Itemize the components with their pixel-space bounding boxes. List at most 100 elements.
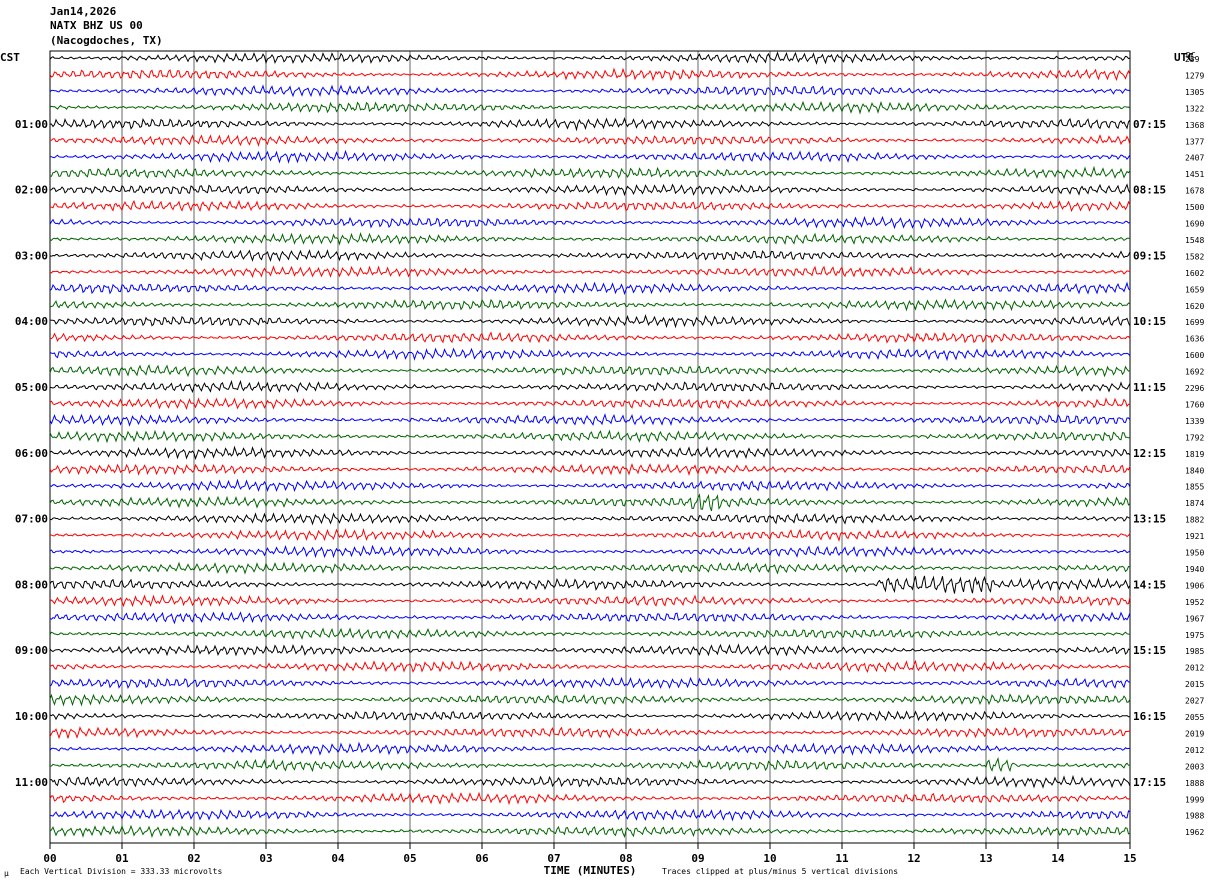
trace-line xyxy=(49,824,1131,839)
x-tick-label: 02 xyxy=(187,852,200,865)
right-timezone-label: UTC xyxy=(1174,51,1194,64)
x-tick-label: 15 xyxy=(1123,852,1136,865)
dc-offset-label: 1985 xyxy=(1185,647,1204,656)
dc-offset-label: 1548 xyxy=(1185,236,1204,245)
trace-line xyxy=(49,165,1131,180)
trace-line xyxy=(49,51,1131,65)
trace-line xyxy=(49,726,1131,740)
dc-offset-label: 1600 xyxy=(1185,351,1204,360)
plot-frame xyxy=(49,50,1131,844)
x-tick-label: 00 xyxy=(43,852,56,865)
dc-offset-label: 2015 xyxy=(1185,680,1204,689)
corner-mark: μ xyxy=(4,869,9,878)
station-code: NATX BHZ US 00 xyxy=(50,19,143,32)
dc-offset-label: 1279 xyxy=(1185,71,1204,80)
trace-line xyxy=(49,561,1131,575)
right-hour-label: 15:15 xyxy=(1133,644,1166,657)
dc-offset-label: 1940 xyxy=(1185,565,1204,574)
clip-note: Traces clipped at plus/minus 5 vertical … xyxy=(662,867,899,876)
trace-line xyxy=(49,331,1131,344)
right-hour-label: 09:15 xyxy=(1133,249,1166,262)
trace-line xyxy=(49,100,1131,115)
trace-line xyxy=(49,659,1131,674)
right-hour-label: 16:15 xyxy=(1133,710,1166,723)
x-tick-label: 11 xyxy=(835,852,849,865)
trace-line xyxy=(50,149,1131,164)
dc-offset-label: 1659 xyxy=(1185,285,1204,294)
right-hour-label: 08:15 xyxy=(1133,184,1166,197)
trace-line xyxy=(49,627,1131,640)
dc-offset-label: 1967 xyxy=(1185,614,1204,623)
trace-line xyxy=(49,462,1131,476)
dc-offset-label: 1699 xyxy=(1185,318,1204,327)
scale-note: Each Vertical Division = 333.33 microvol… xyxy=(20,867,223,876)
dc-offset-label: 1305 xyxy=(1185,88,1204,97)
x-tick-label: 03 xyxy=(259,852,272,865)
trace-line xyxy=(49,413,1131,427)
left-timezone-label: CST xyxy=(0,51,20,64)
trace-line xyxy=(49,183,1131,197)
dc-offset-label: 1819 xyxy=(1185,450,1204,459)
dc-offset-label: 1906 xyxy=(1185,581,1204,590)
trace-line xyxy=(49,808,1131,822)
x-tick-label: 12 xyxy=(907,852,920,865)
trace-line xyxy=(49,791,1131,806)
trace-line xyxy=(49,478,1131,493)
trace-line xyxy=(49,347,1131,362)
dc-offset-label: 1840 xyxy=(1185,466,1204,475)
trace-line xyxy=(49,493,1131,512)
dc-offset-label: 2055 xyxy=(1185,713,1204,722)
trace-line xyxy=(49,575,1131,594)
trace-line xyxy=(50,133,1131,147)
trace-line xyxy=(49,379,1131,394)
dc-offset-label: 1636 xyxy=(1185,335,1204,344)
trace-line xyxy=(49,199,1131,213)
trace-line xyxy=(49,265,1130,278)
dc-offset-label: 1952 xyxy=(1185,598,1204,607)
trace-line xyxy=(49,756,1131,773)
trace-line xyxy=(49,249,1131,262)
trace-line xyxy=(49,741,1131,756)
trace-line xyxy=(49,594,1131,608)
dc-offset-label: 1999 xyxy=(1185,795,1204,804)
dc-offset-label: 1602 xyxy=(1185,269,1204,278)
dc-offset-label: 1582 xyxy=(1185,252,1204,261)
x-tick-label: 14 xyxy=(1051,852,1065,865)
left-hour-label: 10:00 xyxy=(15,710,48,723)
right-hour-label: 13:15 xyxy=(1133,513,1166,526)
trace-line xyxy=(49,710,1131,722)
left-hour-label: 01:00 xyxy=(15,118,48,131)
dc-offset-label: 1377 xyxy=(1185,137,1204,146)
dc-offset-label: 1975 xyxy=(1185,631,1204,640)
x-tick-label: 07 xyxy=(547,852,560,865)
trace-line xyxy=(49,544,1131,559)
dc-offset-label: 1962 xyxy=(1185,828,1204,837)
dc-offset-label: 2003 xyxy=(1185,762,1204,771)
left-hour-label: 11:00 xyxy=(15,776,48,789)
dc-offset-label: 1620 xyxy=(1185,302,1204,311)
dc-offset-label: 1368 xyxy=(1185,121,1204,130)
right-hour-label: 17:15 xyxy=(1133,776,1166,789)
right-hour-label: 10:15 xyxy=(1133,315,1166,328)
dc-column-label: DC xyxy=(1186,51,1196,60)
trace-line xyxy=(49,527,1131,542)
trace-line xyxy=(49,643,1131,657)
trace-line xyxy=(49,84,1131,98)
dc-offset-label: 1950 xyxy=(1185,549,1204,558)
trace-line xyxy=(49,215,1131,230)
dc-offset-label: 1921 xyxy=(1185,532,1204,541)
trace-line xyxy=(49,445,1131,461)
station-location: (Nacogdoches, TX) xyxy=(50,34,163,47)
dc-offset-label: 1500 xyxy=(1185,203,1204,212)
left-hour-label: 04:00 xyxy=(15,315,48,328)
dc-offset-label: 1690 xyxy=(1185,220,1204,229)
dc-offset-label: 1760 xyxy=(1185,400,1204,409)
left-hour-label: 05:00 xyxy=(15,381,48,394)
x-tick-label: 08 xyxy=(619,852,632,865)
left-hour-label: 07:00 xyxy=(15,513,48,526)
dc-offset-label: 1874 xyxy=(1185,499,1204,508)
left-hour-label: 06:00 xyxy=(15,447,48,460)
dc-offset-label: 2012 xyxy=(1185,746,1204,755)
dc-offset-label: 1988 xyxy=(1185,812,1204,821)
dc-offset-label: 2407 xyxy=(1185,154,1204,163)
